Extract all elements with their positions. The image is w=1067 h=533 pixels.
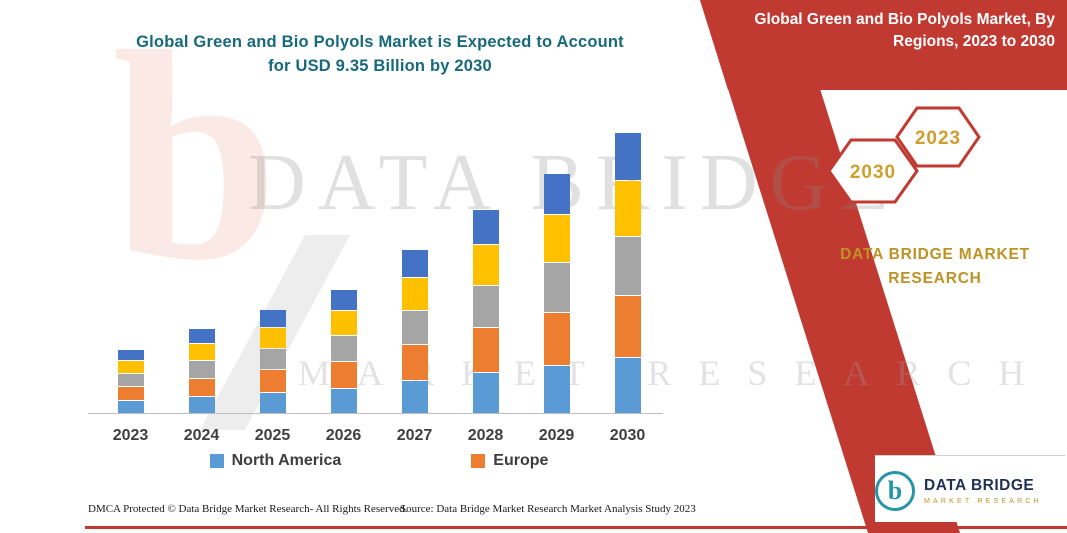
bar-segment-Europe	[117, 387, 144, 400]
bar-segment-North America	[614, 358, 641, 413]
bar-cell-2025	[237, 310, 308, 413]
bar-segment-unlabeled-series-3	[188, 361, 215, 378]
bar-segment-unlabeled-series-4	[259, 328, 286, 348]
bar-segment-North America	[188, 397, 215, 413]
bar-segment-North America	[543, 366, 570, 413]
bar-segment-unlabeled-series-3	[614, 237, 641, 295]
bar-segment-unlabeled-series-5	[117, 350, 144, 360]
bar-segment-Europe	[188, 379, 215, 396]
bar-segment-unlabeled-series-4	[472, 245, 499, 285]
red-diagonal-stripe	[700, 0, 960, 533]
bar-segment-unlabeled-series-5	[472, 210, 499, 244]
stacked-bar-2025	[259, 310, 286, 413]
bar-segment-North America	[472, 373, 499, 413]
logo-tagline: MARKET RESEARCH	[924, 498, 1042, 505]
x-axis-label-2029: 2029	[538, 427, 575, 444]
legend-swatch-icon	[471, 454, 486, 468]
hexagon-2023-label: 2023	[915, 128, 961, 149]
bar-segment-unlabeled-series-3	[401, 311, 428, 344]
bar-segment-unlabeled-series-3	[472, 286, 499, 327]
bar-segment-Europe	[614, 296, 641, 357]
banner-title: Global Green and Bio Polyols Market, By …	[715, 9, 1055, 53]
x-axis-label-2025: 2025	[254, 427, 291, 444]
chart-legend: North America Europe	[95, 452, 663, 470]
logo-b-icon: b	[875, 471, 915, 511]
stacked-bar-2030	[614, 133, 641, 413]
bar-segment-Europe	[330, 362, 357, 388]
stacked-bar-2026	[330, 290, 357, 413]
bar-segment-North America	[401, 381, 428, 413]
bar-segment-Europe	[401, 345, 428, 380]
watermark-logo-b: b	[112, 0, 279, 322]
chart-title-line2: for USD 9.35 Billion by 2030	[268, 57, 492, 75]
bar-segment-North America	[330, 389, 357, 413]
legend-label: North America	[231, 452, 342, 469]
stacked-bar-2029	[543, 174, 570, 413]
legend-item-europe: Europe	[471, 452, 548, 470]
x-axis-label-2030: 2030	[609, 427, 646, 444]
brand-text-line2: RESEARCH	[888, 270, 982, 287]
bar-segment-unlabeled-series-4	[543, 215, 570, 262]
bar-segment-unlabeled-series-4	[117, 361, 144, 373]
bar-cell-2028	[450, 210, 521, 413]
bar-segment-unlabeled-series-5	[614, 133, 641, 180]
chart-title: Global Green and Bio Polyols Market is E…	[90, 30, 670, 78]
bar-segment-unlabeled-series-3	[117, 374, 144, 386]
bar-cell-2030	[592, 133, 663, 413]
logo-text-block: DATA BRIDGE MARKET RESEARCH	[924, 477, 1042, 505]
bar-segment-unlabeled-series-4	[401, 278, 428, 310]
chart-plot-area	[95, 113, 663, 413]
bar-segment-unlabeled-series-5	[188, 329, 215, 343]
bar-segment-unlabeled-series-4	[614, 181, 641, 236]
bar-segment-unlabeled-series-5	[401, 250, 428, 277]
bar-segment-unlabeled-series-4	[188, 344, 215, 360]
stacked-bar-2027	[401, 250, 428, 413]
bar-segment-North America	[117, 401, 144, 413]
footer-source-text: Source: Data Bridge Market Research Mark…	[400, 503, 696, 515]
hexagon-2030-shape	[827, 138, 919, 204]
bar-segment-unlabeled-series-3	[543, 263, 570, 312]
footer-dmca-text: DMCA Protected © Data Bridge Market Rese…	[88, 503, 408, 515]
bar-cell-2029	[521, 174, 592, 413]
x-axis-label-2023: 2023	[112, 427, 149, 444]
hexagon-2023-shape	[895, 106, 981, 168]
bar-segment-unlabeled-series-3	[330, 336, 357, 361]
stacked-bar-2024	[188, 329, 215, 413]
hexagon-2030-label: 2030	[850, 162, 896, 183]
x-axis-line	[88, 413, 663, 414]
legend-label: Europe	[493, 452, 549, 469]
bar-segment-unlabeled-series-5	[330, 290, 357, 310]
x-axis-label-2026: 2026	[325, 427, 362, 444]
stacked-bar-2028	[472, 210, 499, 413]
x-axis-label-2028: 2028	[467, 427, 504, 444]
bar-segment-Europe	[472, 328, 499, 372]
logo-name: DATA BRIDGE	[924, 477, 1035, 494]
chart-title-line1: Global Green and Bio Polyols Market is E…	[136, 33, 624, 51]
footer-red-rule	[85, 526, 1067, 529]
bar-segment-Europe	[543, 313, 570, 365]
brand-text: DATA BRIDGE MARKET RESEARCH	[820, 243, 1050, 291]
x-axis-label-2027: 2027	[396, 427, 433, 444]
brand-text-line1: DATA BRIDGE MARKET	[840, 246, 1030, 263]
bar-segment-unlabeled-series-5	[543, 174, 570, 214]
bar-cell-2027	[379, 250, 450, 413]
bar-segment-Europe	[259, 370, 286, 392]
bar-cell-2024	[166, 329, 237, 413]
bar-segment-unlabeled-series-3	[259, 349, 286, 369]
bar-segment-unlabeled-series-4	[330, 311, 357, 335]
stacked-bar-2023	[117, 350, 144, 413]
banner-title-line1: Global Green and Bio Polyols Market, By	[754, 11, 1055, 28]
x-axis-labels: 2023 2024 2025 2026 2027 2028 2029 2030	[95, 427, 663, 445]
bar-cell-2023	[95, 350, 166, 413]
legend-swatch-icon	[209, 454, 224, 468]
bar-segment-North America	[259, 393, 286, 413]
company-logo: b DATA BRIDGE MARKET RESEARCH	[875, 455, 1065, 522]
x-axis-label-2024: 2024	[183, 427, 220, 444]
banner-title-line2: Regions, 2023 to 2030	[893, 33, 1055, 50]
legend-item-north-america: North America	[209, 452, 342, 470]
bar-cell-2026	[308, 290, 379, 413]
bar-segment-unlabeled-series-5	[259, 310, 286, 327]
